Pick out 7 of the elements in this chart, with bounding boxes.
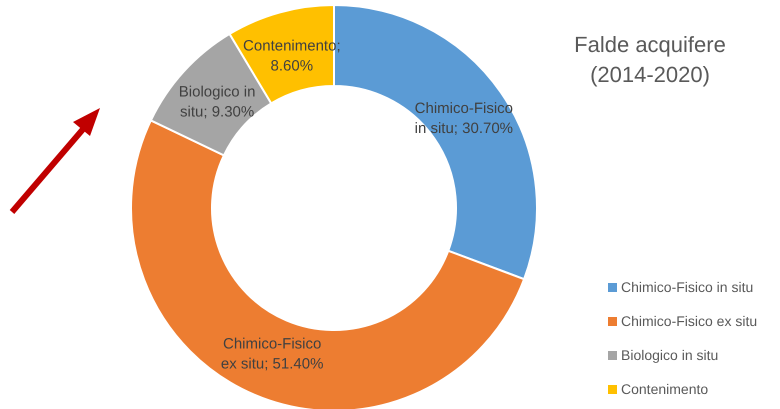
data-label: Biologico in situ; 9.30% (178, 84, 256, 121)
text: Falde acquifere (2014-2020) (574, 32, 726, 87)
legend-label: Chimico-Fisico ex situ (621, 313, 758, 329)
legend-label: Chimico-Fisico in situ (621, 279, 754, 295)
legend-label: Biologico in situ (621, 347, 718, 363)
data-label: Chimico-Fisico ex situ; 51.40% (220, 335, 324, 372)
legend-label: Contenimento (621, 381, 708, 397)
